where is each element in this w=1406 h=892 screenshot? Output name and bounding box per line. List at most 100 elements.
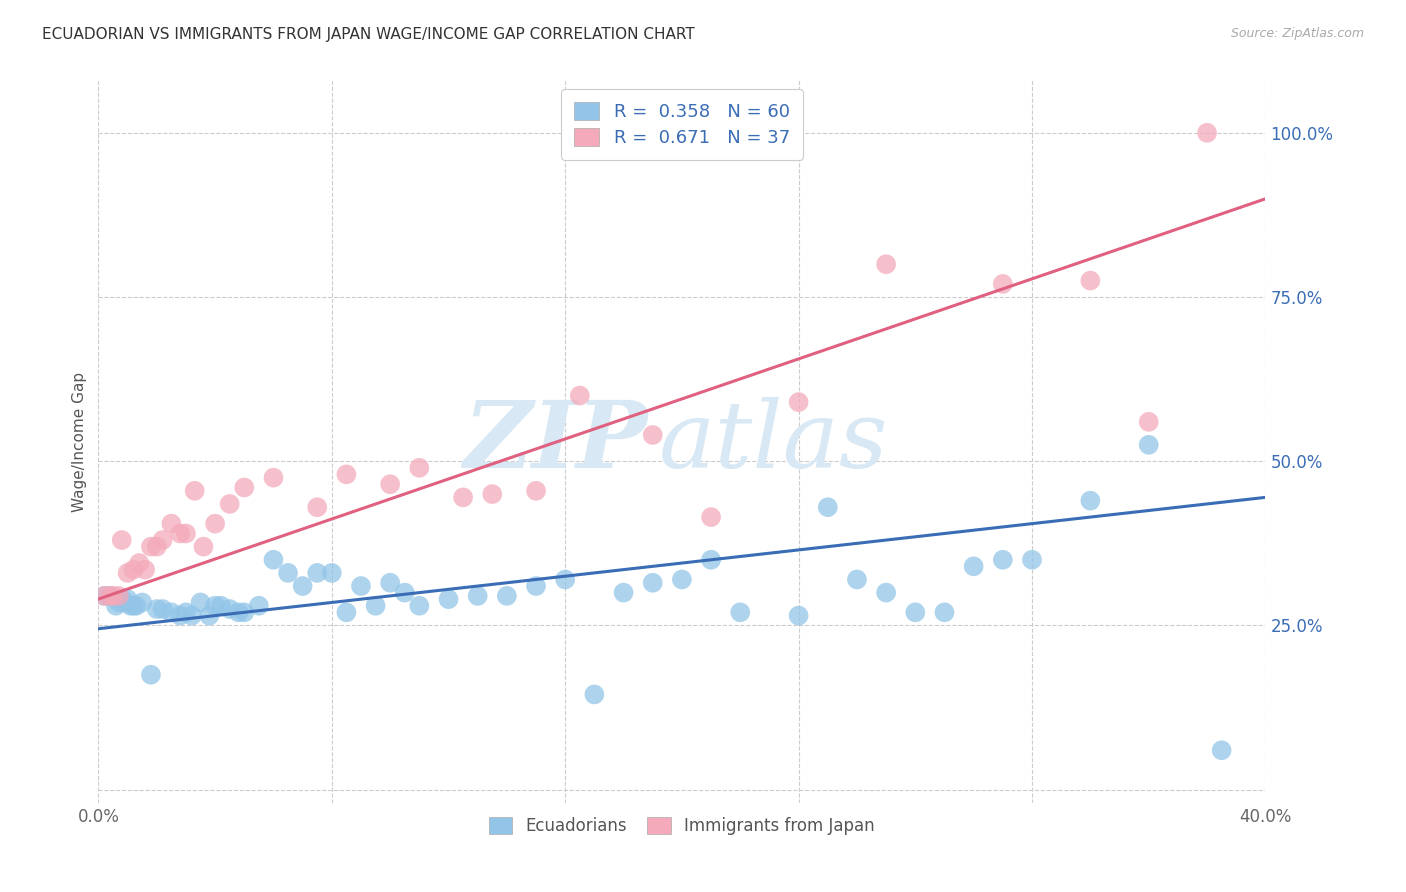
Point <box>277 566 299 580</box>
Point <box>169 526 191 541</box>
Point <box>641 428 664 442</box>
Point <box>568 388 591 402</box>
Point <box>233 481 256 495</box>
Point <box>93 589 115 603</box>
Point <box>612 585 634 599</box>
Point <box>117 592 139 607</box>
Point <box>98 589 121 603</box>
Point <box>364 599 387 613</box>
Point <box>139 667 162 681</box>
Point <box>1080 493 1102 508</box>
Point <box>193 540 215 554</box>
Point <box>1137 415 1160 429</box>
Point <box>307 500 329 515</box>
Point <box>846 573 869 587</box>
Point <box>204 599 226 613</box>
Point <box>233 605 256 619</box>
Point <box>787 395 810 409</box>
Point <box>98 589 121 603</box>
Point <box>380 477 402 491</box>
Point <box>169 608 191 623</box>
Point <box>93 589 115 603</box>
Point <box>183 483 205 498</box>
Point <box>1195 126 1218 140</box>
Point <box>641 575 664 590</box>
Point <box>1211 743 1233 757</box>
Y-axis label: Wage/Income Gap: Wage/Income Gap <box>72 371 87 512</box>
Point <box>104 599 127 613</box>
Point <box>554 573 576 587</box>
Point <box>146 540 169 554</box>
Point <box>111 533 134 547</box>
Point <box>817 500 839 515</box>
Point <box>321 566 343 580</box>
Point <box>700 553 723 567</box>
Point <box>730 605 752 619</box>
Point <box>218 602 240 616</box>
Point <box>408 460 430 475</box>
Point <box>408 599 430 613</box>
Point <box>131 595 153 609</box>
Point <box>991 553 1014 567</box>
Point <box>394 585 416 599</box>
Point <box>1137 438 1160 452</box>
Point <box>152 533 174 547</box>
Point <box>307 566 329 580</box>
Point <box>380 575 402 590</box>
Point <box>467 589 489 603</box>
Point <box>122 563 145 577</box>
Point <box>451 491 474 505</box>
Point <box>875 585 897 599</box>
Point <box>262 553 284 567</box>
Point <box>101 589 124 603</box>
Point <box>437 592 460 607</box>
Point <box>204 516 226 531</box>
Point <box>228 605 250 619</box>
Legend: Ecuadorians, Immigrants from Japan: Ecuadorians, Immigrants from Japan <box>479 807 884 845</box>
Point <box>117 566 139 580</box>
Point <box>481 487 503 501</box>
Point <box>146 602 169 616</box>
Point <box>335 605 357 619</box>
Point <box>128 556 150 570</box>
Point <box>108 589 131 603</box>
Point <box>120 599 142 613</box>
Point <box>114 595 136 609</box>
Point <box>134 563 156 577</box>
Point <box>160 605 183 619</box>
Point <box>875 257 897 271</box>
Text: ZIP: ZIP <box>463 397 647 486</box>
Point <box>350 579 373 593</box>
Point <box>524 483 547 498</box>
Point <box>787 608 810 623</box>
Point <box>583 687 606 701</box>
Point <box>111 592 134 607</box>
Text: atlas: atlas <box>658 397 889 486</box>
Point <box>139 540 162 554</box>
Point <box>125 599 148 613</box>
Point <box>671 573 693 587</box>
Point <box>174 526 197 541</box>
Point <box>108 595 131 609</box>
Point <box>700 510 723 524</box>
Point <box>160 516 183 531</box>
Point <box>1021 553 1043 567</box>
Point <box>524 579 547 593</box>
Point <box>962 559 984 574</box>
Point <box>1080 274 1102 288</box>
Point <box>218 497 240 511</box>
Point <box>496 589 519 603</box>
Point <box>247 599 270 613</box>
Point <box>934 605 956 619</box>
Point <box>190 595 212 609</box>
Point <box>904 605 927 619</box>
Point <box>122 599 145 613</box>
Point <box>174 605 197 619</box>
Text: ECUADORIAN VS IMMIGRANTS FROM JAPAN WAGE/INCOME GAP CORRELATION CHART: ECUADORIAN VS IMMIGRANTS FROM JAPAN WAGE… <box>42 27 695 42</box>
Point <box>152 602 174 616</box>
Point <box>198 608 221 623</box>
Point <box>991 277 1014 291</box>
Point <box>180 608 202 623</box>
Text: Source: ZipAtlas.com: Source: ZipAtlas.com <box>1230 27 1364 40</box>
Point <box>262 471 284 485</box>
